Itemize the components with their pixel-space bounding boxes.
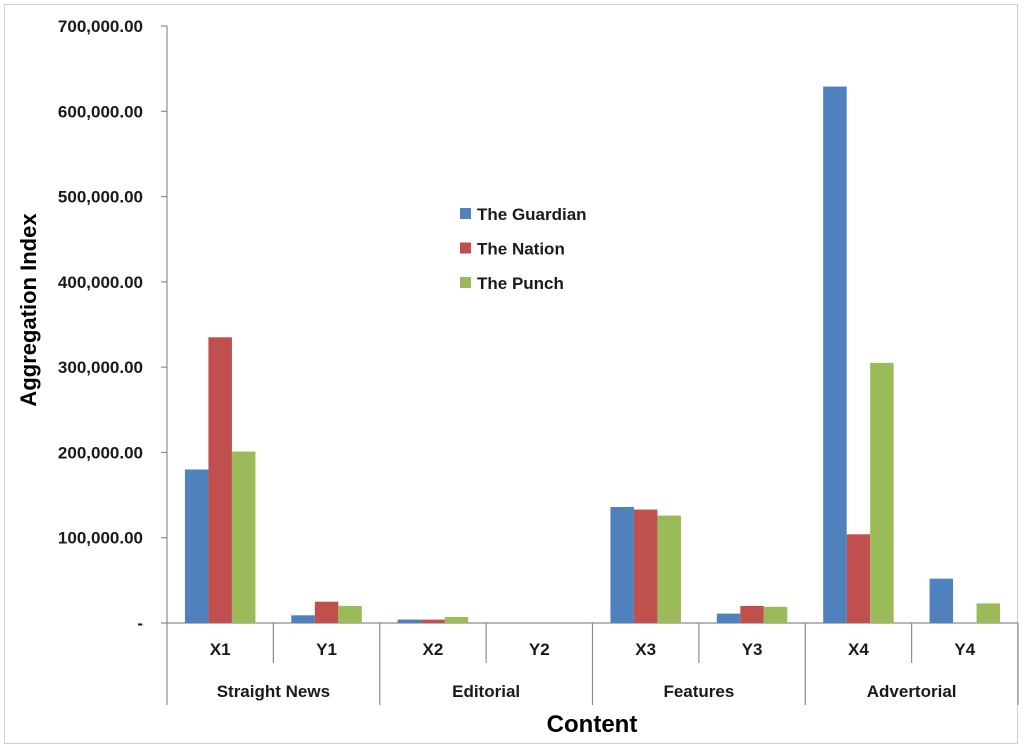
y-tick-label: 100,000.00 xyxy=(58,529,143,548)
bar xyxy=(444,617,469,623)
y-tick-label: - xyxy=(137,614,143,633)
bar xyxy=(314,601,339,623)
group-label: Straight News xyxy=(217,682,330,701)
bar xyxy=(421,619,445,623)
y-tick-label: 500,000.00 xyxy=(58,188,143,207)
chart-frame xyxy=(4,4,1018,744)
x-tick-label: Y2 xyxy=(529,640,550,659)
legend-label: The Guardian xyxy=(477,205,587,224)
bar xyxy=(870,362,894,623)
legend-swatch xyxy=(460,277,471,288)
bar xyxy=(633,509,658,623)
x-axis-title: Content xyxy=(547,711,638,738)
y-tick-label: 600,000.00 xyxy=(58,102,143,121)
legend: The Guardian The Nation The Punch xyxy=(460,205,587,293)
bar xyxy=(338,605,362,623)
x-tick-label: X4 xyxy=(848,640,869,659)
x-tick-label: X3 xyxy=(635,640,656,659)
bar xyxy=(291,615,315,623)
legend-label: The Nation xyxy=(477,240,565,259)
y-tick-label: 700,000.00 xyxy=(58,17,143,36)
y-axis-title: Aggregation Index xyxy=(16,213,41,407)
legend-swatch xyxy=(460,208,471,219)
tick-labels: - 100,000.00 200,000.00 300,000.00 400,000.0… xyxy=(58,17,976,701)
bar xyxy=(610,507,634,623)
bar xyxy=(929,578,954,623)
group-label: Features xyxy=(663,682,734,701)
bar xyxy=(657,515,681,623)
bar xyxy=(397,619,422,623)
bar xyxy=(976,603,1001,623)
bar xyxy=(716,613,741,623)
bar xyxy=(823,86,847,623)
legend-label: The Punch xyxy=(477,274,564,293)
x-tick-label: Y4 xyxy=(954,640,975,659)
y-tick-label: 200,000.00 xyxy=(58,443,143,462)
bar xyxy=(740,605,764,623)
bar xyxy=(231,451,256,623)
bar xyxy=(208,337,232,623)
group-label: Advertorial xyxy=(867,682,957,701)
bar xyxy=(763,606,788,623)
group-label: Editorial xyxy=(452,682,520,701)
x-tick-label: Y3 xyxy=(742,640,763,659)
legend-swatch xyxy=(460,242,471,254)
x-tick-label: X1 xyxy=(210,640,231,659)
x-tick-label: Y1 xyxy=(316,640,337,659)
bar xyxy=(846,534,871,623)
bars xyxy=(184,86,1001,623)
bar xyxy=(184,469,209,623)
y-tick-label: 400,000.00 xyxy=(58,273,143,292)
y-tick-label: 300,000.00 xyxy=(58,358,143,377)
x-tick-label: X2 xyxy=(423,640,444,659)
